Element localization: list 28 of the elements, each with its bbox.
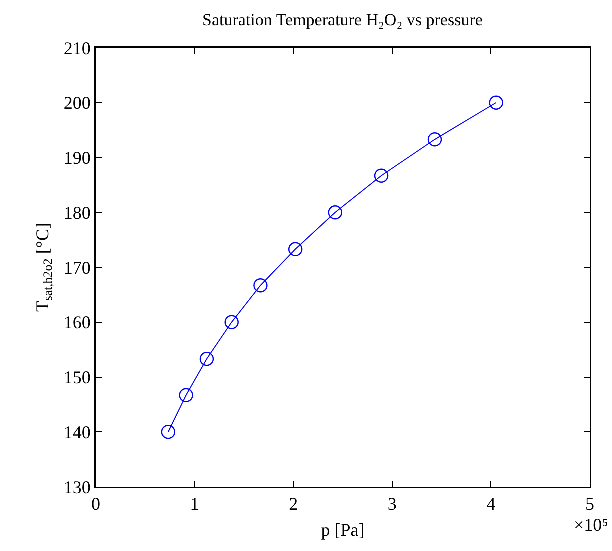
point (489, 96, 504, 110)
x-tick-label: 2 (289, 494, 298, 514)
point (200, 352, 214, 366)
point (161, 425, 176, 440)
x-axis-title: p [Pa] (321, 520, 365, 540)
chart-title: Saturation Temperature H₂O₂ vs pressure (202, 10, 483, 30)
x-tick-label: 0 (92, 494, 100, 514)
x-tick-label: 1 (190, 494, 200, 514)
x-tick-label: 4 (486, 494, 496, 514)
y-tick-label: 160 (64, 312, 91, 333)
y-tick-label: 180 (64, 202, 91, 223)
point (224, 315, 239, 330)
x-tick-label: 3 (388, 494, 397, 514)
y-tick-label: 150 (64, 368, 91, 388)
point (254, 278, 268, 293)
point (428, 132, 442, 147)
y-tick-label: 130 (64, 477, 91, 498)
y-tick-label: 170 (64, 258, 91, 278)
point (288, 242, 303, 256)
text: ×10⁵ (574, 515, 608, 535)
y-tick-label: 190 (64, 148, 91, 168)
y-tick-label: 140 (64, 422, 91, 442)
y-tick-label: 210 (64, 38, 91, 58)
point (179, 388, 194, 402)
y-tick-label: 200 (64, 93, 91, 114)
point (328, 206, 342, 220)
x-tick-label: 5 (586, 494, 594, 514)
point (374, 168, 389, 183)
